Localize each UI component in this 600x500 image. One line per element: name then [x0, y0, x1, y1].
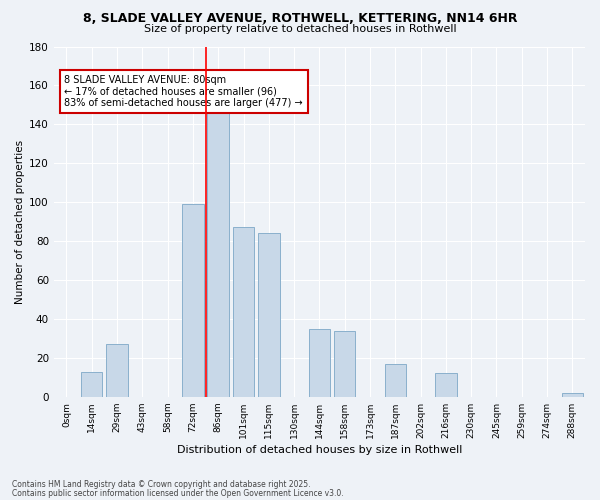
Bar [258, 234, 280, 397]
Bar [233, 228, 254, 397]
Text: Size of property relative to detached houses in Rothwell: Size of property relative to detached ho… [143, 24, 457, 34]
X-axis label: Distribution of detached houses by size in Rothwell: Distribution of detached houses by size … [177, 445, 462, 455]
Bar [435, 374, 457, 397]
Bar [182, 204, 203, 397]
Text: 8 SLADE VALLEY AVENUE: 80sqm
← 17% of detached houses are smaller (96)
83% of se: 8 SLADE VALLEY AVENUE: 80sqm ← 17% of de… [64, 74, 303, 108]
Bar [208, 112, 229, 397]
Bar [562, 393, 583, 397]
Text: Contains HM Land Registry data © Crown copyright and database right 2025.: Contains HM Land Registry data © Crown c… [12, 480, 311, 489]
Bar [334, 330, 355, 397]
Text: Contains public sector information licensed under the Open Government Licence v3: Contains public sector information licen… [12, 488, 344, 498]
Y-axis label: Number of detached properties: Number of detached properties [15, 140, 25, 304]
Bar [106, 344, 128, 397]
Bar [81, 372, 103, 397]
Bar [308, 328, 330, 397]
Bar [385, 364, 406, 397]
Text: 8, SLADE VALLEY AVENUE, ROTHWELL, KETTERING, NN14 6HR: 8, SLADE VALLEY AVENUE, ROTHWELL, KETTER… [83, 12, 517, 26]
